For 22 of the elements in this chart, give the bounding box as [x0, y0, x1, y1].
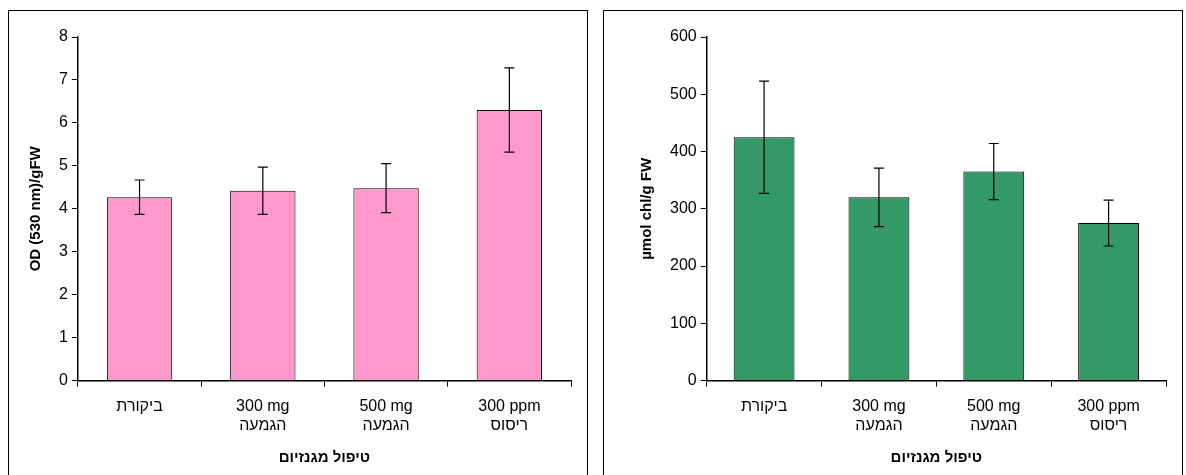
y-tick-label: 600: [669, 27, 697, 45]
x-tick-label: ביקורת: [116, 396, 164, 414]
y-tick-label: 6: [58, 113, 68, 131]
y-tick-label: 2: [58, 285, 68, 303]
y-tick-label: 7: [58, 70, 68, 88]
y-tick-label: 0: [58, 371, 68, 389]
y-axis-title: µmol chl/g FW: [637, 156, 655, 260]
y-tick-label: 400: [669, 141, 697, 159]
y-tick-label: 500: [669, 84, 697, 102]
y-axis-title: OD (530 nm)/gFW: [26, 145, 44, 272]
y-tick-label: 4: [58, 199, 68, 217]
y-tick-label: 100: [669, 313, 697, 331]
x-tick-label: ביקורת: [740, 396, 788, 414]
y-tick-label: 5: [58, 156, 68, 174]
y-tick-label: 3: [58, 242, 68, 260]
y-tick-label: 300: [669, 199, 697, 217]
y-tick-label: 200: [669, 256, 697, 274]
y-tick-label: 0: [687, 371, 697, 389]
x-axis-title: טיפול מגנזיום: [890, 448, 983, 466]
y-tick-label: 8: [58, 27, 68, 45]
y-tick-label: 1: [58, 328, 68, 346]
x-axis-title: טיפול מגנזיום: [278, 448, 371, 466]
